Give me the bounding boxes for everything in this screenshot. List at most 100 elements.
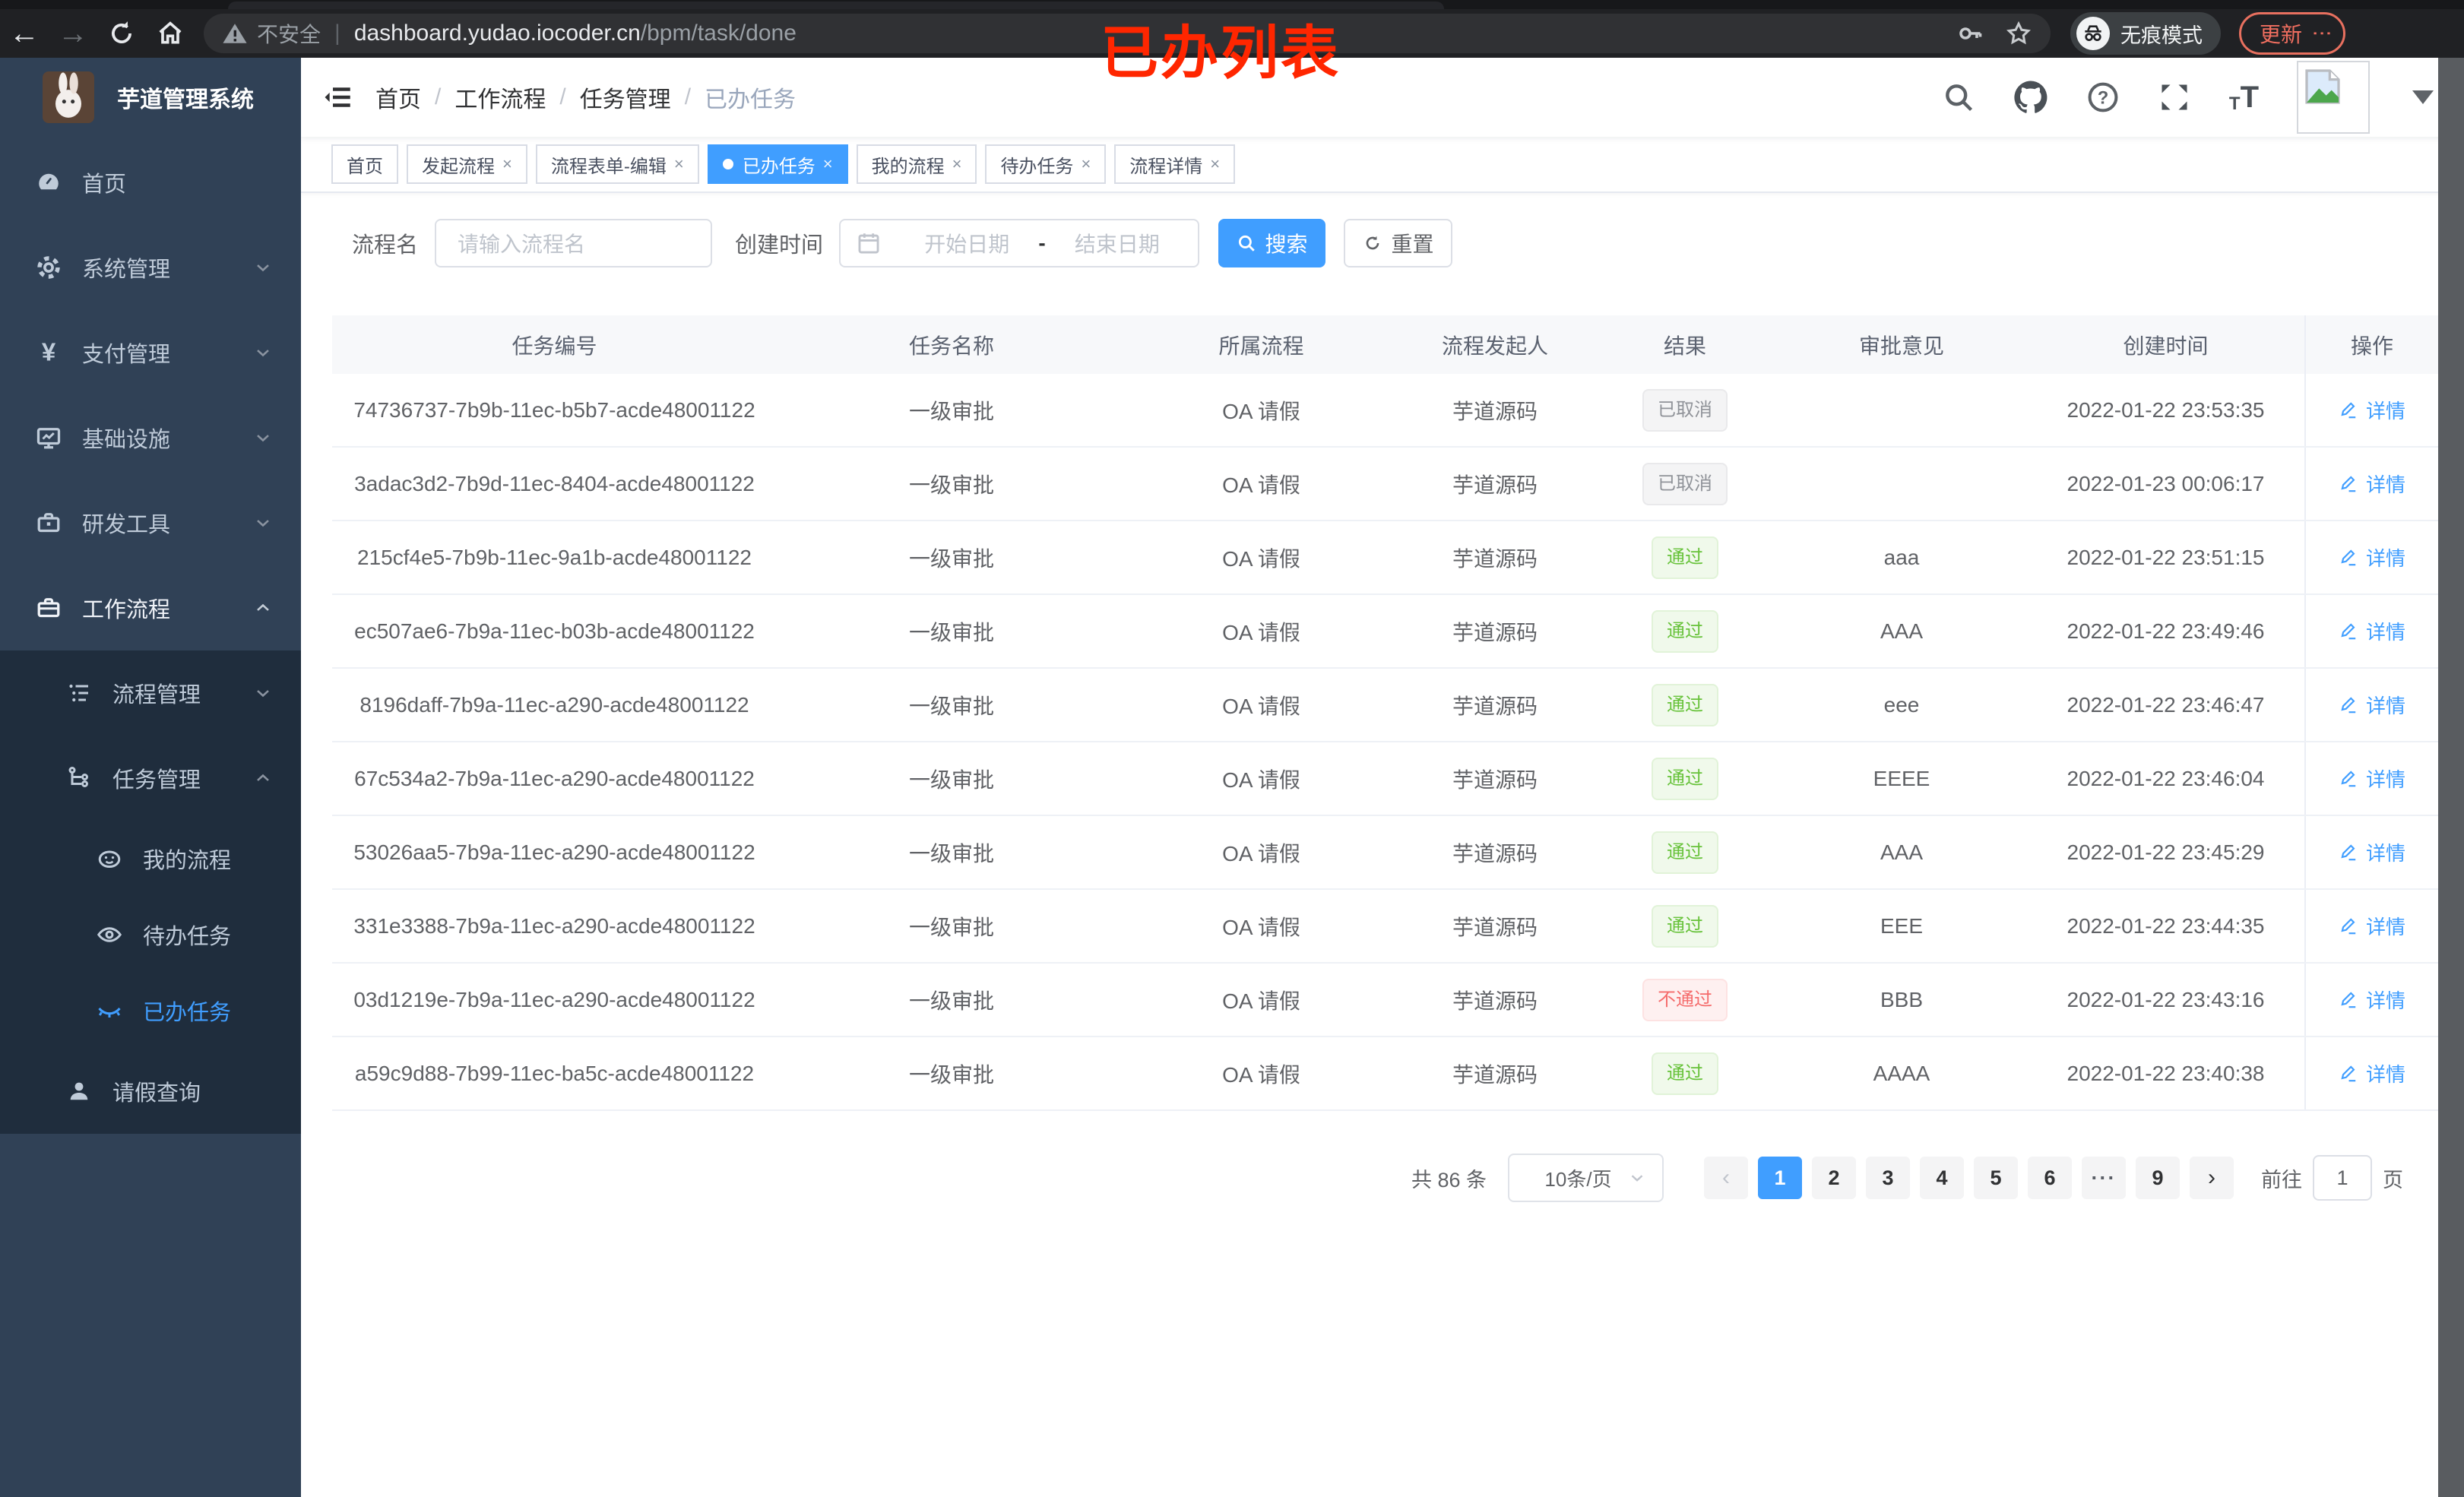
- avatar[interactable]: [2297, 61, 2370, 134]
- main-content: 流程名 请输入流程名 创建时间 开始日期 - 结束日期 搜索 重置: [301, 193, 2464, 1497]
- search-icon[interactable]: [1942, 81, 1975, 114]
- reset-button[interactable]: 重置: [1344, 219, 1453, 267]
- tab-todo-tasks[interactable]: 待办任务 ×: [985, 144, 1107, 184]
- tab-process-form-edit[interactable]: 流程表单-编辑 ×: [535, 144, 699, 184]
- tab-home[interactable]: 首页: [331, 144, 398, 184]
- sidebar-item-home[interactable]: 首页: [0, 140, 301, 225]
- url-path: /bpm/task/done: [640, 21, 797, 46]
- more-pages-button[interactable]: ···: [2082, 1157, 2126, 1199]
- detail-link[interactable]: 详情: [2339, 912, 2405, 940]
- detail-link[interactable]: 详情: [2339, 691, 2405, 719]
- page-scrollbar[interactable]: [2438, 58, 2464, 1497]
- breadcrumb-home[interactable]: 首页: [375, 87, 421, 112]
- breadcrumb-workflow[interactable]: 工作流程: [454, 87, 546, 112]
- edit-icon: [2341, 475, 2356, 492]
- github-icon[interactable]: [2013, 80, 2048, 115]
- page-button-4[interactable]: 4: [1920, 1157, 1964, 1199]
- status-badge: 不通过: [1642, 978, 1728, 1021]
- breadcrumb-task-management[interactable]: 任务管理: [579, 87, 671, 112]
- close-icon[interactable]: ×: [1081, 154, 1091, 173]
- sidebar-collapse-icon[interactable]: [322, 81, 354, 113]
- caret-down-icon[interactable]: [2412, 90, 2434, 104]
- detail-link[interactable]: 详情: [2339, 543, 2405, 571]
- tab-process-detail[interactable]: 流程详情 ×: [1114, 144, 1236, 184]
- sidebar-item-process-management[interactable]: 流程管理: [0, 650, 301, 736]
- page-button-6[interactable]: 6: [2028, 1157, 2072, 1199]
- tab-my-process[interactable]: 我的流程 ×: [856, 144, 977, 184]
- search-button[interactable]: 搜索: [1218, 219, 1326, 267]
- cell-task-id: 67c534a2-7b9a-11ec-a290-acde48001122: [354, 766, 755, 790]
- cell-comment: EEE: [1880, 913, 1924, 938]
- prev-page-button[interactable]: ‹: [1704, 1157, 1748, 1199]
- tab-start-process[interactable]: 发起流程 ×: [407, 144, 527, 184]
- browser-home-button[interactable]: [146, 18, 195, 49]
- tab-label: 发起流程: [422, 156, 495, 177]
- close-icon[interactable]: ×: [502, 154, 512, 173]
- process-name-input[interactable]: 请输入流程名: [435, 219, 713, 267]
- browser-back-button[interactable]: ←: [9, 16, 40, 50]
- cell-process: OA 请假: [1222, 620, 1300, 644]
- sidebar-item-my-process[interactable]: 我的流程: [0, 821, 301, 897]
- tab-done-tasks[interactable]: 已办任务 ×: [707, 144, 848, 184]
- url-bar[interactable]: 不安全 | dashboard.yudao.iocoder.cn /bpm/ta…: [204, 14, 2051, 53]
- breadcrumb-separator: /: [684, 84, 692, 109]
- date-range-input[interactable]: 开始日期 - 结束日期: [839, 219, 1200, 267]
- detail-label: 详情: [2365, 768, 2405, 791]
- sidebar-item-label: 支付管理: [82, 343, 171, 367]
- page-size-select[interactable]: 10条/页: [1508, 1154, 1664, 1202]
- fullscreen-icon[interactable]: [2158, 81, 2191, 114]
- sidebar-item-workflow[interactable]: 工作流程: [0, 565, 301, 650]
- cell-starter: 芋道源码: [1452, 1062, 1538, 1087]
- cell-task-id: 03d1219e-7b9a-11ec-a290-acde48001122: [353, 987, 755, 1011]
- sidebar-item-todo-tasks[interactable]: 待办任务: [0, 897, 301, 973]
- breadcrumb-current: 已办任务: [705, 87, 797, 112]
- help-icon[interactable]: ?: [2086, 81, 2120, 114]
- breadcrumb-separator: /: [435, 84, 442, 109]
- table-row: 74736737-7b9b-11ec-b5b7-acde48001122 一级审…: [332, 374, 2438, 448]
- logo[interactable]: 芋道管理系统: [0, 58, 301, 137]
- detail-link[interactable]: 详情: [2339, 617, 2405, 645]
- detail-label: 详情: [2365, 842, 2405, 865]
- toolbox-icon: [33, 509, 64, 536]
- browser-tab[interactable]: [228, 2, 1444, 9]
- start-date-placeholder: 开始日期: [924, 233, 1010, 256]
- sidebar-item-label: 待办任务: [143, 925, 232, 949]
- reload-icon: [112, 21, 131, 43]
- browser-update-button[interactable]: 更新 ⋮: [2239, 12, 2346, 55]
- page-button-1[interactable]: 1: [1758, 1157, 1802, 1199]
- bookmark-star-icon[interactable]: [2005, 20, 2032, 47]
- sidebar-item-payment[interactable]: ¥ 支付管理: [0, 310, 301, 395]
- detail-link[interactable]: 详情: [2339, 396, 2405, 424]
- page-button-5[interactable]: 5: [1974, 1157, 2018, 1199]
- close-icon[interactable]: ×: [673, 154, 684, 173]
- goto-page-input[interactable]: 1: [2313, 1155, 2372, 1201]
- sidebar-item-task-management[interactable]: 任务管理: [0, 736, 301, 821]
- password-key-icon[interactable]: [1956, 20, 1984, 47]
- detail-link[interactable]: 详情: [2339, 470, 2405, 498]
- detail-link[interactable]: 详情: [2339, 764, 2405, 793]
- browser-reload-button[interactable]: [97, 19, 146, 48]
- sidebar-item-done-tasks[interactable]: 已办任务: [0, 973, 301, 1049]
- incognito-label: 无痕模式: [2120, 24, 2203, 47]
- detail-link[interactable]: 详情: [2339, 1059, 2405, 1087]
- page-button-2[interactable]: 2: [1812, 1157, 1856, 1199]
- close-icon[interactable]: ×: [1210, 154, 1221, 173]
- close-icon[interactable]: ×: [822, 154, 833, 173]
- annotation-overlay-text: 已办列表: [1101, 21, 1341, 86]
- sidebar-item-infrastructure[interactable]: 基础设施: [0, 395, 301, 480]
- sidebar-item-system[interactable]: 系统管理: [0, 225, 301, 310]
- page-button-9[interactable]: 9: [2136, 1157, 2180, 1199]
- close-icon[interactable]: ×: [952, 154, 962, 173]
- detail-link[interactable]: 详情: [2339, 986, 2405, 1014]
- page-button-3[interactable]: 3: [1866, 1157, 1910, 1199]
- next-page-button[interactable]: ›: [2190, 1157, 2234, 1199]
- browser-menu-icon[interactable]: ⋮: [2311, 24, 2335, 43]
- sidebar-item-devtools[interactable]: 研发工具: [0, 480, 301, 565]
- detail-label: 详情: [2365, 473, 2405, 496]
- detail-label: 详情: [2365, 400, 2405, 423]
- sidebar-item-leave-query[interactable]: 请假查询: [0, 1049, 301, 1134]
- browser-forward-button[interactable]: →: [58, 16, 88, 50]
- cell-starter: 芋道源码: [1452, 694, 1538, 718]
- detail-link[interactable]: 详情: [2339, 838, 2405, 866]
